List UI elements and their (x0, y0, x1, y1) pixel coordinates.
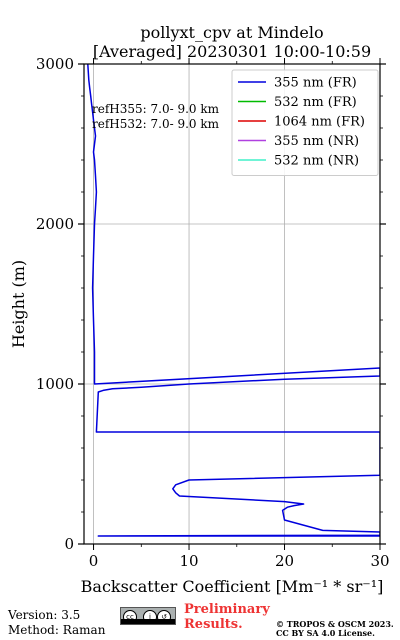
x-tick-label: 30 (370, 552, 389, 570)
ref-height-355: refH355: 7.0- 9.0 km (92, 102, 220, 116)
legend-label-2: 1064 nm (FR) (274, 115, 365, 130)
preliminary-line1: Preliminary (184, 602, 270, 617)
profile-curves (87, 64, 380, 537)
ref-height-532: refH532: 7.0- 9.0 km (92, 117, 220, 131)
x-tick-label: 10 (179, 552, 198, 570)
axis-ticks (78, 58, 386, 550)
y-tick-label: 2000 (36, 215, 74, 233)
copyright-line2: CC BY SA 4.0 License. (276, 628, 375, 638)
legend-label-1: 532 nm (FR) (274, 95, 357, 110)
chart-title-line2: [Averaged] 20230301 10:00-10:59 (93, 42, 371, 61)
chart-title-line1: pollyxt_cpv at Mindelo (140, 23, 323, 42)
x-axis-label: Backscatter Coefficient [Mm⁻¹ * sr⁻¹] (81, 577, 384, 596)
version-text: Version: 3.5 (8, 608, 81, 622)
copyright-line1: © TROPOS & OSCM 2023. (276, 619, 394, 629)
cc-license-badge: cc i ↺ (120, 607, 176, 625)
legend: 355 nm (FR) 532 nm (FR) 1064 nm (FR) 355 nm… (231, 69, 379, 176)
preliminary-line2: Results. (184, 617, 243, 632)
series-line-0 (87, 64, 380, 537)
x-tick-label: 0 (89, 552, 99, 570)
y-tick-label: 1000 (36, 375, 74, 393)
axis-tick-labels: 0 10 20 30 0 1000 2000 3000 (36, 55, 390, 570)
preliminary-notice: Preliminary Results. (184, 602, 270, 632)
plot-frame (83, 63, 381, 545)
method-text: Method: Raman (8, 623, 106, 637)
legend-label-4: 532 nm (NR) (274, 154, 359, 169)
copyright-notice: © TROPOS & OSCM 2023. CC BY SA 4.0 Licen… (276, 620, 394, 638)
y-tick-label: 0 (64, 535, 74, 553)
legend-label-3: 355 nm (NR) (274, 134, 359, 149)
legend-box (231, 69, 379, 176)
y-axis-label: Height (m) (9, 260, 28, 348)
y-tick-label: 3000 (36, 55, 74, 73)
legend-label-0: 355 nm (FR) (274, 76, 357, 91)
x-tick-label: 20 (275, 552, 294, 570)
